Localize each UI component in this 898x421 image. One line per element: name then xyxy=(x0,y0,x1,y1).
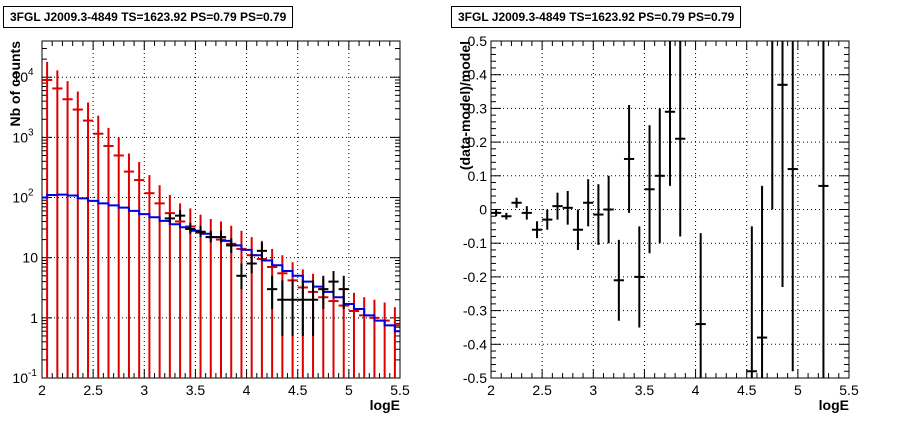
x-tick-label: 2.5 xyxy=(532,382,552,398)
residuals-panel: 2 2.5 3 3.5 4 4.5 5 5.5 -0.5 -0.4 -0.3 -0.2 -0.1 0 0.1… xyxy=(457,33,859,413)
y-tick-exponent: -1 xyxy=(28,368,37,379)
y-tick-label: -0.5 xyxy=(463,370,487,386)
y-tick-label: 0 xyxy=(479,202,487,218)
x-tick-label: 4 xyxy=(243,382,251,398)
y-tick-label: 10 xyxy=(12,69,28,85)
y-tick-label: 10 xyxy=(22,250,38,266)
y-tick-label: 0.3 xyxy=(468,100,488,116)
x-tick-label: 3.5 xyxy=(635,382,655,398)
y-tick-label: 0.2 xyxy=(468,134,488,150)
x-tick-label: 5.5 xyxy=(839,382,859,398)
x-tick-label: 4.5 xyxy=(737,382,757,398)
y-tick-label: -0.1 xyxy=(463,235,487,251)
x-tick-label: 3 xyxy=(589,382,597,398)
x-tick-label: 5.5 xyxy=(390,382,410,398)
y-tick-label: 10 xyxy=(12,370,28,386)
x-tick-label: 5 xyxy=(345,382,353,398)
x-tick-label: 2 xyxy=(487,382,495,398)
x-tick-label: 3 xyxy=(140,382,148,398)
x-tick-label: 2.5 xyxy=(83,382,103,398)
y-tick-exponent: 2 xyxy=(28,188,34,199)
y-axis-label: (data-model)/model xyxy=(457,41,473,170)
x-axis-label: logE xyxy=(819,397,849,413)
y-tick-exponent: 3 xyxy=(28,127,34,138)
y-tick-label: 10 xyxy=(12,129,28,145)
x-tick-label: 3.5 xyxy=(186,382,206,398)
y-tick-exponent: 4 xyxy=(28,67,34,78)
y-tick-label: -0.3 xyxy=(463,303,487,319)
counts-panel-title: 3FGL J2009.3-4849 TS=1623.92 PS=0.79 PS=… xyxy=(3,6,294,28)
y-tick-label: -0.4 xyxy=(463,336,487,352)
x-axis-label: logE xyxy=(370,397,400,413)
x-tick-label: 5 xyxy=(794,382,802,398)
x-tick-label: 4 xyxy=(692,382,700,398)
y-tick-label: -0.2 xyxy=(463,269,487,285)
residuals-panel-title: 3FGL J2009.3-4849 TS=1623.92 PS=0.79 PS=… xyxy=(451,6,742,28)
y-tick-label: 0.5 xyxy=(468,33,488,49)
y-tick-label: 10 xyxy=(12,190,28,206)
y-axis-label: Nb of counts xyxy=(7,41,23,127)
y-tick-label: 1 xyxy=(30,310,38,326)
x-tick-label: 4.5 xyxy=(288,382,308,398)
y-tick-label: 0.4 xyxy=(468,67,488,83)
y-tick-label: 0.1 xyxy=(468,168,488,184)
x-tick-label: 2 xyxy=(38,382,46,398)
